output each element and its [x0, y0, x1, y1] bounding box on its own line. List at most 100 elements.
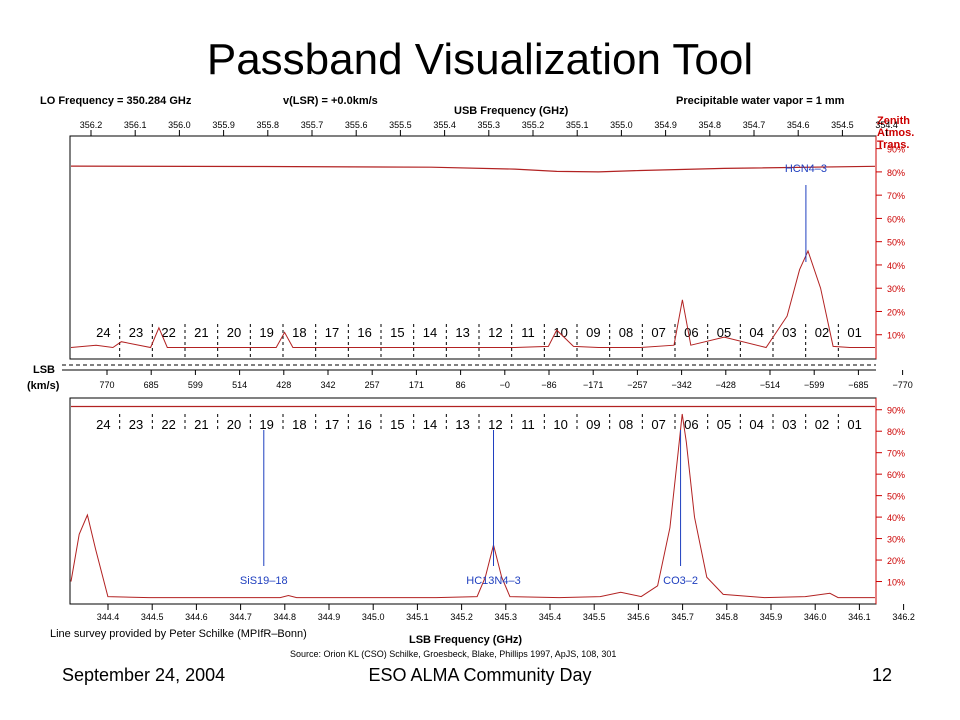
lsb-tick-group: 344.4 344.5 344.6 344.7 344.8 344.9 345.0 345.1… [97, 604, 915, 622]
usb-tick-label: 355.0 [610, 120, 633, 130]
upper-channel-label: 24 [96, 325, 110, 340]
lower-percent-tick-label: 90% [887, 406, 905, 416]
lower-channel-label: 21 [194, 417, 208, 432]
footer-date: September 24, 2004 [62, 665, 226, 685]
velocity-tick-label: −86 [541, 380, 556, 390]
velocity-tick-label: 86 [456, 380, 466, 390]
velocity-tick-label: −514 [760, 380, 780, 390]
usb-tick-label: 356.2 [80, 120, 103, 130]
usb-tick-label: 355.4 [433, 120, 456, 130]
upper-channel-label: 10 [553, 325, 567, 340]
usb-tick-label: 355.6 [345, 120, 368, 130]
usb-axis-title: USB Frequency (GHz) [454, 105, 569, 117]
upper-channel-label: 16 [357, 325, 371, 340]
upper-percent-tick-label: 40% [887, 261, 905, 271]
lower-channel-label: 22 [161, 417, 175, 432]
pwv-text: Precipitable water vapor = 1 mm [676, 95, 845, 107]
lower-line-label: CO3–2 [663, 575, 698, 587]
upper-channel-label: 13 [455, 325, 469, 340]
lower-channel-label: 09 [586, 417, 600, 432]
lower-percent-tick-label: 70% [887, 449, 905, 459]
lower-channel-label: 02 [815, 417, 829, 432]
upper-channel-label: 20 [227, 325, 241, 340]
upper-channel-label: 22 [161, 325, 175, 340]
velocity-tick-label: 171 [409, 380, 424, 390]
lower-channel-label: 10 [553, 417, 567, 432]
slide-title: Passband Visualization Tool [206, 35, 754, 84]
lsb-tick-label: 344.8 [274, 612, 297, 622]
upper-channel-label: 01 [847, 325, 861, 340]
velocity-tick-label: 428 [276, 380, 291, 390]
velocity-tick-label: −770 [892, 380, 912, 390]
lower-channel-label: 08 [619, 417, 633, 432]
lower-right-axis: 90% 80% 70% 60% 50% 40% 30% 20% 10% [875, 398, 905, 604]
lower-channel-label: 16 [357, 417, 371, 432]
lsb-tick-label: 345.0 [362, 612, 385, 622]
velocity-tick-label: −342 [671, 380, 691, 390]
lower-channel-label: 04 [749, 417, 763, 432]
velocity-tick-label: −428 [716, 380, 736, 390]
lower-percent-tick-label: 20% [887, 556, 905, 566]
upper-channel-label: 03 [782, 325, 796, 340]
lower-channel-group: 24 23 22 21 20 19 18 17 16 15 14 13 12 11 10 09 08 07 06 05… [96, 414, 862, 432]
lower-channel-label: 23 [129, 417, 143, 432]
lower-line-label: SiS19–18 [240, 575, 288, 587]
usb-tick-label: 356.1 [124, 120, 147, 130]
lower-channel-label: 11 [521, 417, 535, 432]
velocity-tick-label: 685 [144, 380, 159, 390]
lsb-vel-label: LSB [33, 364, 55, 376]
upper-channel-label: 09 [586, 325, 600, 340]
velocity-tick-label: 599 [188, 380, 203, 390]
upper-channel-label: 04 [749, 325, 763, 340]
velocity-tick-label: −257 [627, 380, 647, 390]
lsb-tick-label: 345.8 [716, 612, 739, 622]
lower-channel-label: 13 [455, 417, 469, 432]
lower-percent-tick-label: 40% [887, 513, 905, 523]
velocity-tick-label: 257 [365, 380, 380, 390]
lsb-tick-label: 346.0 [804, 612, 827, 622]
velocity-tick-label: 770 [99, 380, 114, 390]
lower-channel-label: 06 [684, 417, 698, 432]
lsb-tick-label: 346.2 [892, 612, 915, 622]
lower-channel-label: 14 [423, 417, 437, 432]
upper-channel-label: 15 [390, 325, 404, 340]
upper-channel-label: 05 [717, 325, 731, 340]
kms-label: (km/s) [27, 380, 60, 392]
lower-channel-label: 18 [292, 417, 306, 432]
usb-tick-label: 355.5 [389, 120, 412, 130]
usb-tick-label: 355.9 [212, 120, 235, 130]
lsb-tick-label: 344.7 [229, 612, 252, 622]
lsb-tick-label: 346.1 [848, 612, 871, 622]
footer-event: ESO ALMA Community Day [368, 665, 592, 685]
velocity-tick-label: −171 [583, 380, 603, 390]
upper-channel-label: 06 [684, 325, 698, 340]
lsb-tick-label: 345.6 [627, 612, 650, 622]
lo-frequency-text: LO Frequency = 350.284 GHz [40, 95, 192, 107]
usb-tick-label: 354.4 [875, 120, 898, 130]
series-group [70, 165, 876, 599]
velocity-tick-label: 514 [232, 380, 247, 390]
upper-channel-label: 12 [488, 325, 502, 340]
lsb-tick-label: 345.9 [760, 612, 783, 622]
lower-percent-tick-label: 50% [887, 492, 905, 502]
source-citation: Source: Orion KL (CSO) Schilke, Groesbec… [290, 649, 616, 659]
lsb-tick-label: 345.7 [671, 612, 694, 622]
lower-channel-label: 01 [847, 417, 861, 432]
lower-channel-label: 05 [717, 417, 731, 432]
upper-right-axis: 90% 80% 70% 60% 50% 40% 30% 20% 10% [875, 136, 905, 359]
upper-transmission-line [70, 165, 876, 173]
lower-spectrum-line [70, 413, 875, 599]
lsb-tick-label: 344.5 [141, 612, 164, 622]
usb-tick-label: 355.2 [522, 120, 545, 130]
trans-label: Trans. [877, 139, 909, 151]
lower-channel-label: 07 [651, 417, 665, 432]
lower-channel-label: 17 [325, 417, 339, 432]
usb-tick-label: 355.3 [478, 120, 501, 130]
upper-percent-tick-label: 80% [887, 168, 905, 178]
upper-channel-label: 23 [129, 325, 143, 340]
lower-channel-label: 20 [227, 417, 241, 432]
lsb-tick-label: 345.1 [406, 612, 429, 622]
usb-tick-label: 355.1 [566, 120, 589, 130]
survey-credit: Line survey provided by Peter Schilke (M… [50, 628, 307, 640]
